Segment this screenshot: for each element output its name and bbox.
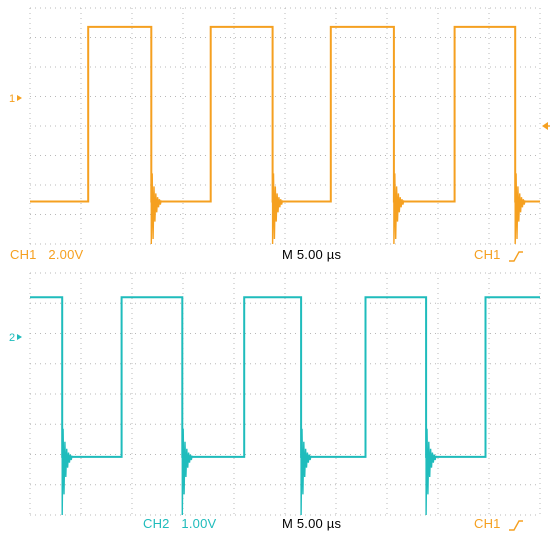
rising-edge-icon — [509, 250, 524, 262]
ch1-channel-label: CH1 2.00V — [10, 247, 83, 262]
ch1-grid — [29, 7, 541, 245]
ch2-trigger: CH1 — [474, 516, 524, 531]
ch2-plot: 2 — [9, 272, 541, 516]
ch1-waveform — [30, 25, 540, 203]
ch1-scale: 2.00V — [48, 247, 84, 262]
ch1-panel: 1 CH1 2.00V M 5.00 µs CH1 — [0, 0, 550, 265]
ch2-marker-arrow-icon — [17, 334, 22, 340]
ch1-trigger-label: CH1 — [474, 247, 501, 262]
ch1-spike — [393, 173, 405, 245]
ch1-marker-arrow-icon — [17, 95, 22, 101]
ch2-channel-marker: 2 — [9, 332, 22, 344]
ch1-ringing — [150, 173, 526, 245]
ch2-grid — [29, 272, 541, 516]
ch2-trigger-label: CH1 — [474, 516, 501, 531]
ch1-plot: 1 — [9, 7, 550, 245]
rising-edge-icon — [509, 519, 524, 531]
ch2-spike — [61, 428, 73, 516]
ch1-spike — [514, 173, 526, 245]
ch2-spike — [300, 428, 312, 516]
ch2-waveform — [30, 296, 540, 458]
ch1-spike — [271, 173, 284, 245]
ch2-channel-label: CH2 1.00V — [143, 516, 216, 531]
trigger-level-arrow-icon — [542, 122, 548, 130]
ch1-label: CH1 — [10, 247, 37, 262]
ch1-channel-marker: 1 — [9, 93, 22, 105]
ch1-marker-number: 1 — [9, 93, 15, 105]
ch2-spike — [425, 428, 437, 516]
panel-separator — [0, 265, 550, 271]
ch1-timebase: M 5.00 µs — [282, 247, 342, 262]
ch2-ringing — [61, 428, 437, 516]
ch2-spike — [181, 428, 193, 516]
ch2-timebase: M 5.00 µs — [282, 516, 342, 531]
ch2-panel: 2 CH2 1.00V M 5.00 µs CH1 — [0, 265, 550, 547]
ch1-spike — [150, 173, 162, 245]
ch1-trigger: CH1 — [474, 247, 524, 262]
ch2-scale: 1.00V — [181, 516, 217, 531]
ch2-label: CH2 — [143, 516, 170, 531]
ch2-marker-number: 2 — [9, 332, 15, 344]
